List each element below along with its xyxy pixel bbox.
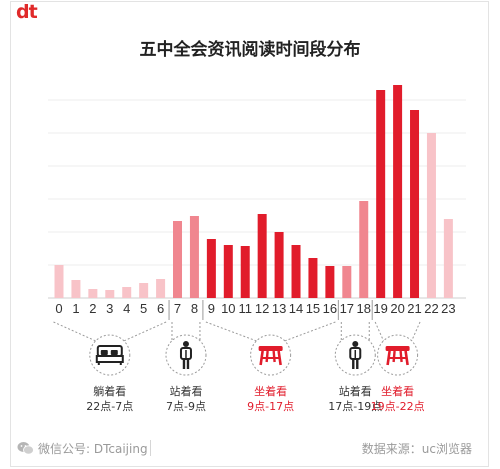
bar-11 [240, 246, 250, 298]
stool-icon [258, 346, 283, 366]
bar-16 [325, 266, 335, 298]
bar-9 [206, 239, 216, 298]
x-tick-14: 14 [289, 301, 303, 316]
footer-wechat: 微信公号: DTcaijing [17, 440, 148, 458]
x-tick-21: 21 [407, 301, 421, 316]
x-tick-18: 18 [357, 301, 371, 316]
bar-18 [359, 201, 369, 298]
footer-source: 数据来源：uc浏览器 [361, 442, 472, 456]
x-tick-17: 17 [340, 301, 354, 316]
group-connector [123, 321, 167, 342]
bar-14 [291, 245, 301, 298]
group-name-label: 坐着看 [381, 384, 414, 398]
bed-icon [95, 345, 124, 365]
wechat-icon [17, 441, 34, 458]
x-tick-20: 20 [390, 301, 404, 316]
bar-17 [342, 266, 352, 298]
group-range-label: 19点-22点 [371, 400, 425, 413]
x-tick-9: 9 [208, 301, 215, 316]
group-connector [411, 321, 421, 342]
x-tick-8: 8 [191, 301, 198, 316]
x-tick-4: 4 [123, 301, 130, 316]
x-tick-3: 3 [106, 301, 113, 316]
bar-4 [122, 287, 132, 298]
group-connector [205, 321, 257, 342]
group-name-label: 站着看 [339, 384, 372, 398]
group-name-label: 站着看 [169, 384, 202, 398]
x-tick-12: 12 [255, 301, 269, 316]
bar-20 [393, 85, 403, 298]
stool-icon [385, 346, 410, 366]
group-range-label: 7点-9点 [166, 400, 206, 413]
group-icon-circle [250, 334, 292, 376]
bar-3 [105, 290, 115, 298]
group-range-label: 9点-17点 [247, 400, 294, 413]
x-tick-19: 19 [373, 301, 387, 316]
bar-6 [156, 279, 166, 298]
x-tick-0: 0 [55, 301, 62, 316]
bar-12 [257, 214, 267, 298]
bar-10 [223, 245, 233, 298]
x-tick-11: 11 [238, 301, 252, 316]
brand-logo: dt [16, 1, 38, 23]
group-range-label: 22点-7点 [86, 400, 133, 413]
x-tick-16: 16 [323, 301, 337, 316]
group-name-label: 躺着看 [93, 384, 126, 398]
footer-account-label: 微信公号: DTcaijing [38, 442, 148, 456]
bar-1 [71, 280, 81, 298]
x-tick-15: 15 [306, 301, 320, 316]
bar-13 [274, 232, 284, 298]
group-connector [374, 321, 385, 342]
bar-19 [376, 90, 386, 298]
bar-7 [173, 221, 183, 298]
bar-0 [54, 265, 64, 298]
bar-8 [189, 216, 199, 298]
bar-5 [139, 283, 149, 298]
x-tick-2: 2 [89, 301, 96, 316]
bar-21 [410, 110, 420, 298]
group-icon-circle [377, 334, 419, 376]
bar-23 [443, 219, 453, 298]
standing-person-icon [349, 341, 362, 369]
x-tick-5: 5 [140, 301, 147, 316]
x-tick-7: 7 [174, 301, 181, 316]
x-tick-23: 23 [441, 301, 455, 316]
group-name-label: 坐着看 [254, 384, 287, 398]
bar-2 [88, 289, 98, 298]
group-range-label: 17点-19点 [328, 400, 382, 413]
x-tick-1: 1 [72, 301, 79, 316]
x-tick-6: 6 [157, 301, 164, 316]
group-connector [53, 321, 96, 342]
bar-22 [426, 133, 436, 298]
bar-15 [308, 258, 318, 298]
x-tick-22: 22 [424, 301, 438, 316]
group-connector [284, 321, 336, 342]
x-tick-13: 13 [272, 301, 286, 316]
card-border [10, 1, 489, 467]
standing-person-icon [179, 341, 192, 369]
x-tick-10: 10 [221, 301, 235, 316]
chart-title: 五中全会资讯阅读时间段分布 [139, 40, 361, 60]
footer-divider [150, 440, 151, 456]
